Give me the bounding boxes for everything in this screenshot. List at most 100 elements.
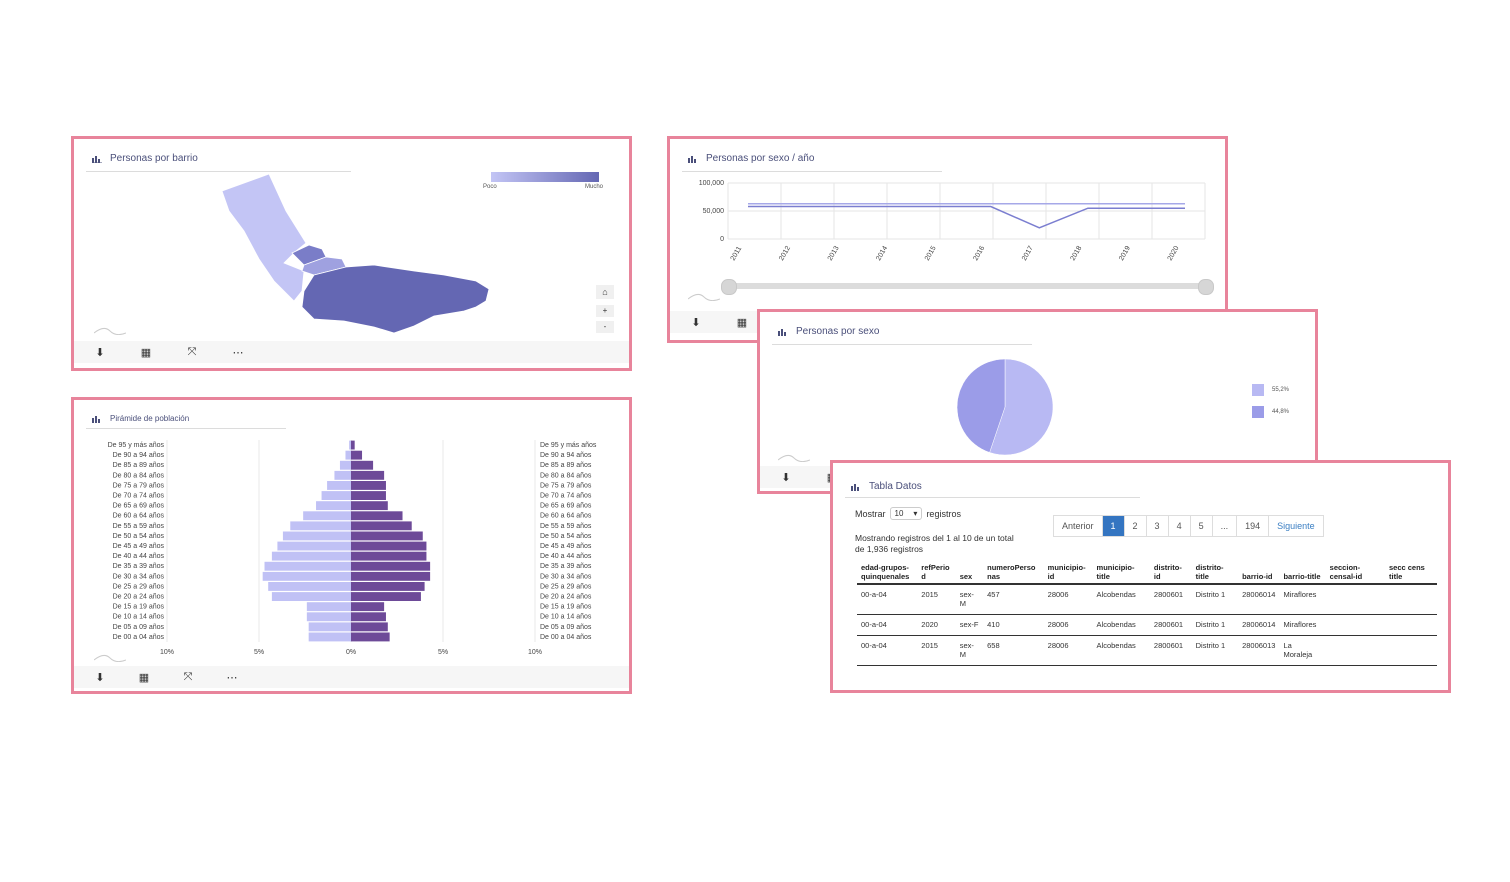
pyramid-bar-left[interactable] [264,561,351,571]
pagination-page-5[interactable]: 5 [1191,516,1213,536]
pie-slice[interactable] [989,358,1054,456]
pyramid-bar-left[interactable] [316,501,351,511]
download-icon[interactable]: ⬇ [95,671,105,684]
category-label-left: De 50 a 54 años [113,533,165,540]
table-column-header[interactable]: refPeriod [917,561,956,585]
pyramid-bar-right[interactable] [351,440,355,450]
pyramid-bar-left[interactable] [282,531,351,541]
table-row[interactable]: 00-a-04 2015 sex-M 658 28006 Alcobendas 280060… [857,635,1437,666]
download-icon[interactable]: ⬇ [95,346,105,359]
pagination-page-last[interactable]: 194 [1237,516,1270,536]
category-label-right: De 90 a 94 años [540,452,592,459]
pyramid-bar-left[interactable] [321,491,351,500]
category-label-right: De 70 a 74 años [540,493,592,500]
pyramid-bar-left[interactable] [327,481,351,490]
table-column-header[interactable]: distrito-id [1149,561,1192,585]
pagination-prev[interactable]: Anterior [1054,516,1103,536]
barrio-map[interactable] [214,171,504,341]
pyramid-bar-left[interactable] [349,440,351,450]
table-column-header[interactable]: barrio-id [1238,561,1280,585]
pagination-page-1[interactable]: 1 [1102,516,1125,536]
category-label-left: De 75 a 79 años [113,482,165,489]
pyramid-bar-left[interactable] [306,612,351,622]
pyramid-bar-left[interactable] [290,521,351,531]
pagination-page-3[interactable]: 3 [1147,516,1169,536]
pyramid-bar-right[interactable] [351,561,431,571]
pyramid-bar-right[interactable] [351,450,363,460]
pyramid-bar-right[interactable] [351,632,390,642]
pyramid-bar-right[interactable] [351,541,427,551]
pyramid-bar-left[interactable] [303,511,351,521]
table-column-header[interactable]: distrito-title [1191,561,1239,585]
pagination-page-4[interactable]: 4 [1169,516,1191,536]
pyramid-bar-left[interactable] [306,602,351,612]
pyramid-bar-left[interactable] [262,571,351,581]
table-row[interactable]: 00-a-04 2015 sex-M 457 28006 Alcobendas 280060… [857,584,1437,615]
range-slider-left-handle[interactable] [721,279,737,295]
category-label-left: De 05 a 09 años [113,624,165,631]
pie-slice[interactable] [956,358,1006,453]
range-slider-right-handle[interactable] [1198,279,1214,295]
tabla-title-text: Tabla Datos [869,481,922,492]
pyramid-bar-right[interactable] [351,511,403,521]
map-region-north[interactable] [221,173,307,302]
pyramid-bar-right[interactable] [351,592,421,601]
pyramid-bar-right[interactable] [351,470,385,480]
pyramid-bar-right[interactable] [351,501,388,511]
pie-legend-item[interactable]: 44,8% [1252,406,1289,418]
pyramid-bar-right[interactable] [351,460,374,470]
pyramid-bar-left[interactable] [271,551,351,561]
pyramid-bar-right[interactable] [351,521,412,531]
bar-chart-icon [92,155,102,163]
table-column-header[interactable]: edad-grupos-quinquenales [857,561,918,585]
pyramid-bar-left[interactable] [345,450,351,460]
table-cell: 00-a-04 [857,614,918,636]
pyramid-bar-left[interactable] [277,541,351,551]
pyramid-bar-left[interactable] [308,622,351,632]
series-line[interactable] [748,205,1185,229]
pyramid-bar-right[interactable] [351,602,385,612]
table-column-header[interactable]: municipio-title [1092,561,1150,585]
pyramid-bar-left[interactable] [268,582,351,591]
sparkline-icon [778,454,810,462]
x-tick-label: 2012 [778,245,792,262]
pyramid-bar-right[interactable] [351,612,386,622]
pyramid-bar-right[interactable] [351,582,425,591]
pagination-page-2[interactable]: 2 [1125,516,1147,536]
pyramid-bar-left[interactable] [334,470,351,480]
table-column-header[interactable]: seccion-censal-id [1325,561,1385,585]
table-column-header[interactable]: barrio-title [1279,561,1326,585]
table-icon[interactable]: ▦ [736,316,748,329]
expand-icon[interactable]: ⤧ [183,670,193,683]
map-zoom-in-button[interactable]: + [596,305,614,317]
download-icon[interactable]: ⬇ [781,471,791,484]
download-icon[interactable]: ⬇ [691,316,701,329]
map-region-south[interactable] [301,264,490,334]
x-tick-label: 2016 [972,245,986,262]
pagination-next[interactable]: Siguiente [1277,521,1315,531]
pyramid-bar-right[interactable] [351,491,386,500]
more-icon[interactable]: ⋯ [226,671,238,684]
pyramid-bar-right[interactable] [351,622,388,632]
pyramid-bar-left[interactable] [339,460,351,470]
pyramid-bar-right[interactable] [351,531,423,541]
expand-icon[interactable]: ⤧ [187,345,197,358]
pyramid-bar-right[interactable] [351,551,427,561]
range-slider[interactable] [721,279,1214,295]
pyramid-bar-right[interactable] [351,481,386,490]
table-icon[interactable]: ▦ [138,671,150,684]
table-column-header[interactable]: municipio-id [1043,561,1093,585]
pie-legend-item[interactable]: 55,2% [1252,384,1289,396]
page-size-select[interactable]: 10 ▾ [889,507,923,520]
table-column-header[interactable]: sex [955,561,984,585]
pyramid-bar-right[interactable] [351,571,431,581]
map-home-button[interactable]: ⌂ [596,285,614,299]
pyramid-bar-left[interactable] [308,632,351,642]
more-icon[interactable]: ⋯ [232,346,244,359]
map-zoom-out-button[interactable]: - [596,321,614,333]
pyramid-bar-left[interactable] [271,592,351,601]
table-column-header[interactable]: numeroPersonas [983,561,1044,585]
table-column-header[interactable]: secc cens title [1384,561,1437,585]
table-row[interactable]: 00-a-04 2020 sex-F 410 28006 Alcobendas 280060… [857,614,1437,636]
table-icon[interactable]: ▦ [140,346,152,359]
